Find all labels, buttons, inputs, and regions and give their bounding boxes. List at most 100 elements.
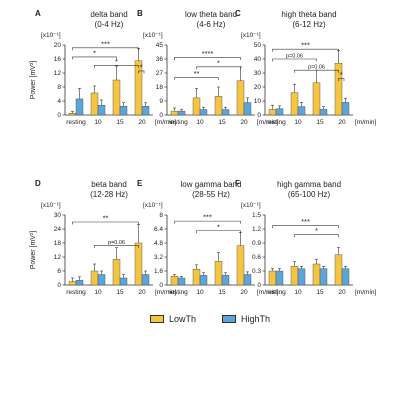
- panel-letter: C: [235, 9, 241, 18]
- significance-label: **: [194, 69, 200, 78]
- x-unit-label: [m/min]: [355, 289, 377, 296]
- bar-highth: [243, 274, 252, 286]
- x-tick-label: 10: [196, 119, 204, 126]
- y-tick-label: 27: [156, 70, 164, 77]
- bar-highth: [341, 268, 350, 286]
- y-multiplier: [x10⁻¹]: [143, 32, 163, 39]
- y-tick-label: 20: [254, 84, 262, 91]
- significance-bracket: [272, 58, 317, 62]
- panel-letter: F: [235, 179, 240, 188]
- bar-lowth: [170, 110, 179, 116]
- y-axis-label: Power [mV²]: [30, 61, 37, 100]
- bar-lowth: [90, 270, 99, 286]
- y-tick-label: 0.3: [252, 268, 261, 275]
- y-multiplier: [x10⁻¹]: [41, 32, 61, 39]
- y-multiplier: [x10⁻¹]: [143, 202, 163, 209]
- significance-bracket: [94, 245, 139, 248]
- x-unit-label: [m/min]: [257, 119, 279, 126]
- x-tick-label: 15: [218, 119, 226, 126]
- bar-highth: [319, 268, 328, 286]
- x-tick-label: 15: [116, 119, 124, 126]
- bar-highth: [221, 275, 230, 286]
- bar-highth: [119, 106, 128, 116]
- y-axis-label: Power [mV²]: [30, 231, 37, 270]
- significance-bracket: [196, 66, 241, 70]
- panel-title: delta band: [90, 10, 127, 19]
- legend-swatch-highth: [222, 315, 237, 323]
- y-tick-label: 1.2: [252, 226, 261, 233]
- panel-subtitle: (4-6 Hz): [197, 20, 226, 29]
- x-unit-label: [m/min]: [155, 289, 177, 296]
- panel-letter: D: [35, 179, 41, 188]
- significance-label: ***: [301, 217, 310, 226]
- y-tick-label: 0: [257, 112, 261, 119]
- bar-lowth: [214, 96, 223, 116]
- legend-label-highth: HighTh: [241, 314, 271, 324]
- bar-highth: [141, 106, 150, 116]
- significance-label: *: [93, 48, 96, 57]
- y-tick-label: 50: [254, 42, 262, 49]
- x-tick-label: 20: [338, 289, 346, 296]
- significance-bracket: [272, 225, 339, 229]
- significance-bracket: [338, 78, 345, 82]
- significance-label: p=0.06: [108, 240, 125, 246]
- bar-highth: [221, 109, 230, 116]
- y-tick-label: 3.2: [154, 254, 163, 261]
- significance-bracket: [272, 48, 339, 52]
- x-tick-label: resting: [266, 119, 286, 126]
- bar-lowth: [312, 263, 321, 286]
- y-tick-label: 30: [54, 212, 62, 219]
- y-multiplier: [x10⁻¹]: [241, 202, 261, 209]
- bar-highth: [75, 280, 84, 286]
- bar-lowth: [134, 242, 143, 286]
- x-tick-label: resting: [66, 119, 86, 126]
- y-tick-label: 9: [159, 98, 163, 105]
- x-unit-label: [m/min]: [355, 119, 377, 126]
- legend-item-highth: HighTh: [222, 314, 270, 324]
- significance-label: *: [340, 70, 343, 79]
- x-tick-label: 20: [338, 119, 346, 126]
- y-tick-label: 18: [54, 240, 62, 247]
- x-tick-label: 15: [218, 289, 226, 296]
- y-tick-label: 4.8: [154, 240, 163, 247]
- x-tick-label: 20: [240, 289, 248, 296]
- bar-lowth: [268, 270, 277, 286]
- significance-label: *: [217, 58, 220, 67]
- x-tick-label: resting: [168, 289, 188, 296]
- significance-bracket: [72, 47, 139, 51]
- bar-lowth: [268, 109, 277, 116]
- bar-highth: [275, 108, 284, 116]
- bar-highth: [297, 106, 306, 116]
- bar-lowth: [112, 79, 121, 116]
- bar-highth: [199, 109, 208, 116]
- bar-lowth: [68, 281, 77, 286]
- bar-lowth: [236, 245, 245, 286]
- bar-lowth: [68, 113, 77, 116]
- bar-lowth: [170, 276, 179, 286]
- significance-label: ***: [301, 41, 310, 50]
- significance-label: *: [115, 57, 118, 66]
- bar-highth: [75, 98, 84, 116]
- bar-highth: [97, 274, 106, 286]
- y-tick-label: 0: [159, 282, 163, 289]
- x-tick-label: resting: [266, 289, 286, 296]
- panel-title: beta band: [91, 180, 127, 189]
- x-tick-label: 15: [316, 119, 324, 126]
- significance-label: ***: [101, 39, 110, 48]
- x-tick-label: 20: [138, 119, 146, 126]
- y-tick-label: 6: [57, 268, 61, 275]
- legend-label-lowth: LowTh: [169, 314, 197, 324]
- significance-bracket: [196, 230, 241, 234]
- significance-bracket: [174, 57, 241, 60]
- bar-highth: [199, 275, 208, 286]
- x-tick-label: resting: [66, 289, 86, 296]
- bar-highth: [319, 109, 328, 116]
- significance-bracket: [94, 65, 139, 68]
- y-tick-label: 1.5: [252, 212, 261, 219]
- y-tick-label: 12: [54, 254, 62, 261]
- y-tick-label: 30: [254, 70, 262, 77]
